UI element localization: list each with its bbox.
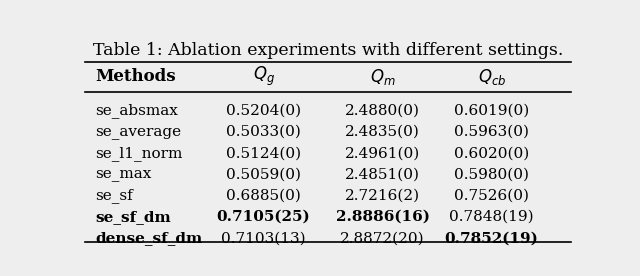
Text: Methods: Methods — [95, 68, 175, 85]
Text: 0.5980(0): 0.5980(0) — [454, 168, 529, 181]
Text: 0.5059(0): 0.5059(0) — [226, 168, 301, 181]
Text: 2.8886(16): 2.8886(16) — [335, 210, 429, 224]
Text: 2.8872(20): 2.8872(20) — [340, 231, 425, 245]
Text: 2.4961(0): 2.4961(0) — [345, 146, 420, 160]
Text: 0.7526(0): 0.7526(0) — [454, 189, 529, 203]
Text: 0.5124(0): 0.5124(0) — [226, 146, 301, 160]
Text: 2.4835(0): 2.4835(0) — [345, 125, 420, 139]
Text: se_average: se_average — [95, 125, 181, 139]
Text: $Q_m$: $Q_m$ — [370, 67, 396, 87]
Text: 2.4880(0): 2.4880(0) — [345, 104, 420, 118]
Text: 2.4851(0): 2.4851(0) — [345, 168, 420, 181]
Text: 0.7105(25): 0.7105(25) — [217, 210, 310, 224]
Text: dense_sf_dm: dense_sf_dm — [95, 231, 202, 245]
Text: se_l1_norm: se_l1_norm — [95, 146, 182, 161]
Text: 2.7216(2): 2.7216(2) — [345, 189, 420, 203]
Text: 0.5204(0): 0.5204(0) — [226, 104, 301, 118]
Text: 0.7852(19): 0.7852(19) — [445, 231, 539, 245]
Text: 0.6020(0): 0.6020(0) — [454, 146, 529, 160]
Text: 0.5963(0): 0.5963(0) — [454, 125, 529, 139]
Text: $Q_g$: $Q_g$ — [253, 65, 275, 88]
Text: 0.5033(0): 0.5033(0) — [226, 125, 301, 139]
Text: 0.7848(19): 0.7848(19) — [449, 210, 534, 224]
Text: se_sf: se_sf — [95, 188, 132, 203]
Text: 0.6019(0): 0.6019(0) — [454, 104, 529, 118]
Text: se_max: se_max — [95, 168, 151, 181]
Text: 0.6885(0): 0.6885(0) — [226, 189, 301, 203]
Text: 0.7103(13): 0.7103(13) — [221, 231, 306, 245]
Text: se_absmax: se_absmax — [95, 103, 178, 118]
Text: $Q_{cb}$: $Q_{cb}$ — [477, 67, 506, 87]
Text: se_sf_dm: se_sf_dm — [95, 210, 171, 224]
Text: Table 1: Ablation experiments with different settings.: Table 1: Ablation experiments with diffe… — [93, 42, 563, 59]
